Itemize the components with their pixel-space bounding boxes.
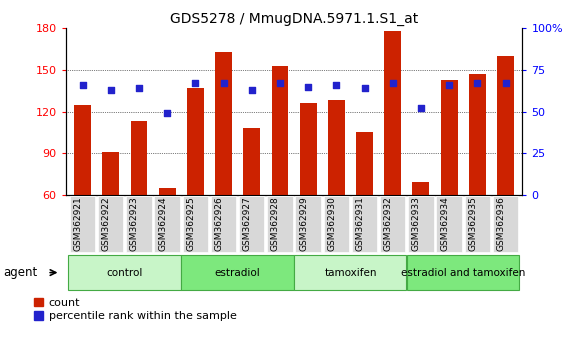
Bar (102, 152, 119, 195)
Text: estradiol: estradiol (215, 268, 260, 278)
Bar (497, 56, 514, 195)
FancyBboxPatch shape (493, 196, 518, 252)
Bar (187, 88, 204, 195)
FancyBboxPatch shape (69, 255, 180, 290)
FancyBboxPatch shape (295, 196, 321, 252)
Point (501, 80, 510, 86)
Text: GSM362935: GSM362935 (468, 196, 477, 251)
Text: tamoxifen: tamoxifen (324, 268, 377, 278)
Text: GSM362929: GSM362929 (299, 196, 308, 251)
Point (191, 80, 200, 86)
FancyBboxPatch shape (98, 196, 123, 252)
Bar (356, 132, 373, 195)
Text: GSM362934: GSM362934 (440, 196, 449, 251)
FancyBboxPatch shape (352, 196, 377, 252)
Legend: count, percentile rank within the sample: count, percentile rank within the sample (34, 298, 236, 321)
Point (106, 87, 115, 93)
Bar (300, 103, 317, 195)
Bar (441, 80, 457, 195)
FancyBboxPatch shape (70, 196, 95, 252)
Title: GDS5278 / MmugDNA.5971.1.S1_at: GDS5278 / MmugDNA.5971.1.S1_at (170, 12, 418, 26)
FancyBboxPatch shape (155, 196, 180, 252)
Text: GSM362927: GSM362927 (243, 196, 252, 251)
Text: GSM362921: GSM362921 (74, 196, 83, 251)
Text: GSM362931: GSM362931 (356, 196, 364, 251)
Bar (131, 121, 147, 195)
Point (416, 105, 425, 111)
Point (78, 82, 87, 88)
Text: GSM362928: GSM362928 (271, 196, 280, 251)
Bar (74, 104, 91, 195)
FancyBboxPatch shape (408, 196, 433, 252)
Bar (243, 128, 260, 195)
Point (332, 82, 341, 88)
Bar (469, 74, 486, 195)
Bar (384, 31, 401, 195)
Text: GSM362922: GSM362922 (102, 196, 111, 251)
FancyBboxPatch shape (211, 196, 236, 252)
Bar (215, 52, 232, 195)
Point (388, 80, 397, 86)
Text: GSM362932: GSM362932 (384, 196, 393, 251)
Bar (271, 66, 288, 195)
Point (445, 82, 454, 88)
FancyBboxPatch shape (267, 196, 293, 252)
FancyBboxPatch shape (294, 255, 407, 290)
FancyBboxPatch shape (465, 196, 490, 252)
FancyBboxPatch shape (183, 196, 208, 252)
Point (473, 80, 482, 86)
FancyBboxPatch shape (239, 196, 264, 252)
Text: GSM362923: GSM362923 (130, 196, 139, 251)
Text: GSM362925: GSM362925 (186, 196, 195, 251)
Point (275, 80, 284, 86)
Bar (412, 182, 429, 195)
Text: GSM362936: GSM362936 (497, 196, 505, 251)
Point (304, 84, 313, 90)
Text: estradiol and tamoxifen: estradiol and tamoxifen (401, 268, 525, 278)
Text: GSM362924: GSM362924 (158, 196, 167, 251)
FancyBboxPatch shape (407, 255, 519, 290)
Point (219, 80, 228, 86)
Text: GSM362930: GSM362930 (327, 196, 336, 251)
Point (247, 87, 256, 93)
FancyBboxPatch shape (181, 255, 293, 290)
Point (360, 85, 369, 91)
FancyBboxPatch shape (126, 196, 152, 252)
Point (163, 110, 172, 116)
FancyBboxPatch shape (324, 196, 349, 252)
Text: GSM362926: GSM362926 (215, 196, 224, 251)
Bar (328, 101, 345, 195)
Text: control: control (107, 268, 143, 278)
Text: agent: agent (3, 266, 38, 279)
Text: GSM362933: GSM362933 (412, 196, 421, 251)
FancyBboxPatch shape (380, 196, 405, 252)
Point (134, 85, 143, 91)
FancyBboxPatch shape (436, 196, 462, 252)
Bar (159, 188, 176, 195)
